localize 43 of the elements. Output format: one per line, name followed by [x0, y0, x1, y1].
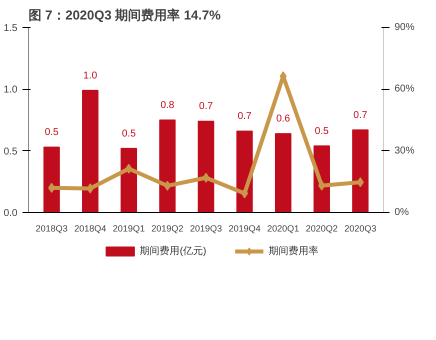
data-label: 0.5 — [122, 128, 136, 140]
x-tick-label: 2019Q1 — [112, 224, 145, 234]
bar — [159, 120, 176, 212]
data-label: 0.7 — [238, 111, 252, 122]
bar — [274, 133, 292, 212]
y2-tick-label: 0% — [394, 207, 410, 218]
legend-label: 期间费用(亿元) — [140, 245, 206, 257]
data-label: 0.5 — [314, 126, 330, 137]
bar — [198, 120, 214, 212]
chart-title: 图 7：2020Q3 期间费用率 14.7% — [28, 8, 222, 22]
x-tick-label: 2019Q3 — [190, 224, 222, 234]
x-tick-label: 2020Q2 — [306, 224, 338, 234]
data-label: 0.7 — [353, 110, 368, 121]
point — [356, 177, 364, 188]
y2-tick-label: 90% — [394, 22, 415, 33]
x-tick-label: 2018Q3 — [36, 224, 68, 234]
x-tick-label: 2020Q3 — [344, 224, 376, 234]
point — [48, 182, 56, 193]
data-label: 1.0 — [83, 70, 98, 82]
data-label: 0.7 — [199, 101, 214, 112]
point — [125, 164, 132, 174]
x-tick-label: 2019Q4 — [228, 224, 261, 234]
x-tick-label: 2019Q2 — [151, 224, 184, 234]
data-label: 0.5 — [44, 127, 60, 138]
y-tick-label: 1.0 — [4, 84, 18, 96]
legend-label: 期间费用率 — [268, 245, 319, 257]
y2-tick-label: 60% — [394, 84, 415, 95]
point — [164, 180, 171, 191]
point — [318, 180, 326, 191]
point — [86, 183, 94, 194]
x-tick-label: 2018Q4 — [74, 224, 106, 234]
y-tick-label: 0.0 — [4, 208, 18, 219]
data-label: 0.6 — [276, 114, 291, 125]
bar — [352, 129, 369, 212]
bar — [43, 146, 60, 212]
bar — [120, 148, 138, 212]
y-tick-label: 0.5 — [4, 146, 18, 158]
bar — [82, 90, 98, 212]
point — [241, 188, 248, 198]
x-tick-label: 2020Q1 — [267, 224, 300, 234]
data-label: 0.8 — [160, 100, 175, 111]
y2-tick-label: 30% — [394, 145, 415, 156]
y-tick-label: 1.5 — [4, 23, 18, 34]
